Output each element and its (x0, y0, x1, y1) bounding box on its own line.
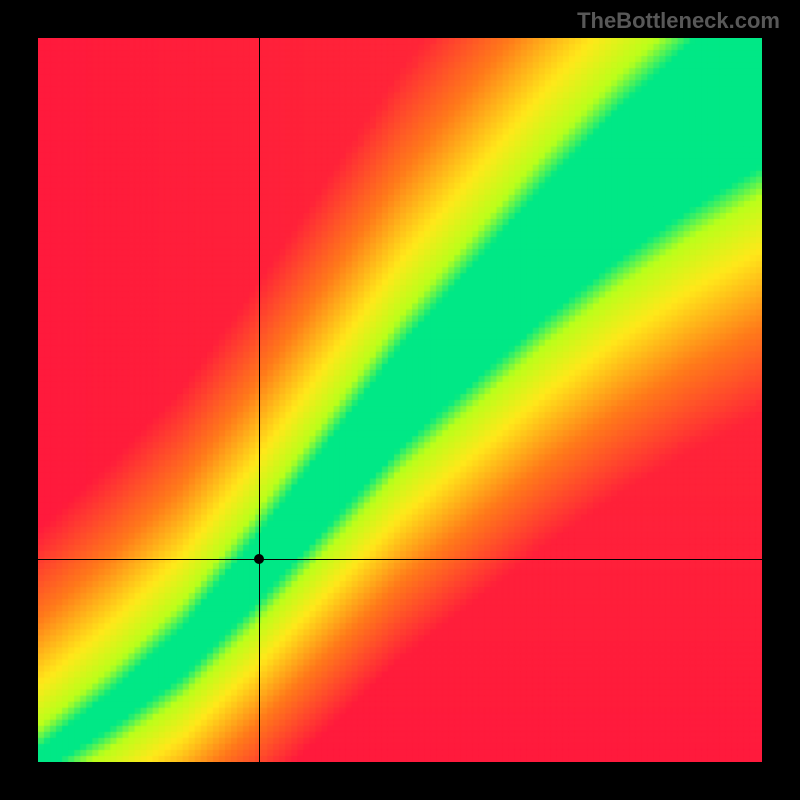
crosshair-vertical (259, 38, 260, 762)
heatmap-canvas (38, 38, 762, 762)
data-point-marker (254, 554, 264, 564)
heatmap-area (38, 38, 762, 762)
crosshair-horizontal (38, 559, 762, 560)
chart-container: TheBottleneck.com (0, 0, 800, 800)
watermark-text: TheBottleneck.com (577, 8, 780, 34)
